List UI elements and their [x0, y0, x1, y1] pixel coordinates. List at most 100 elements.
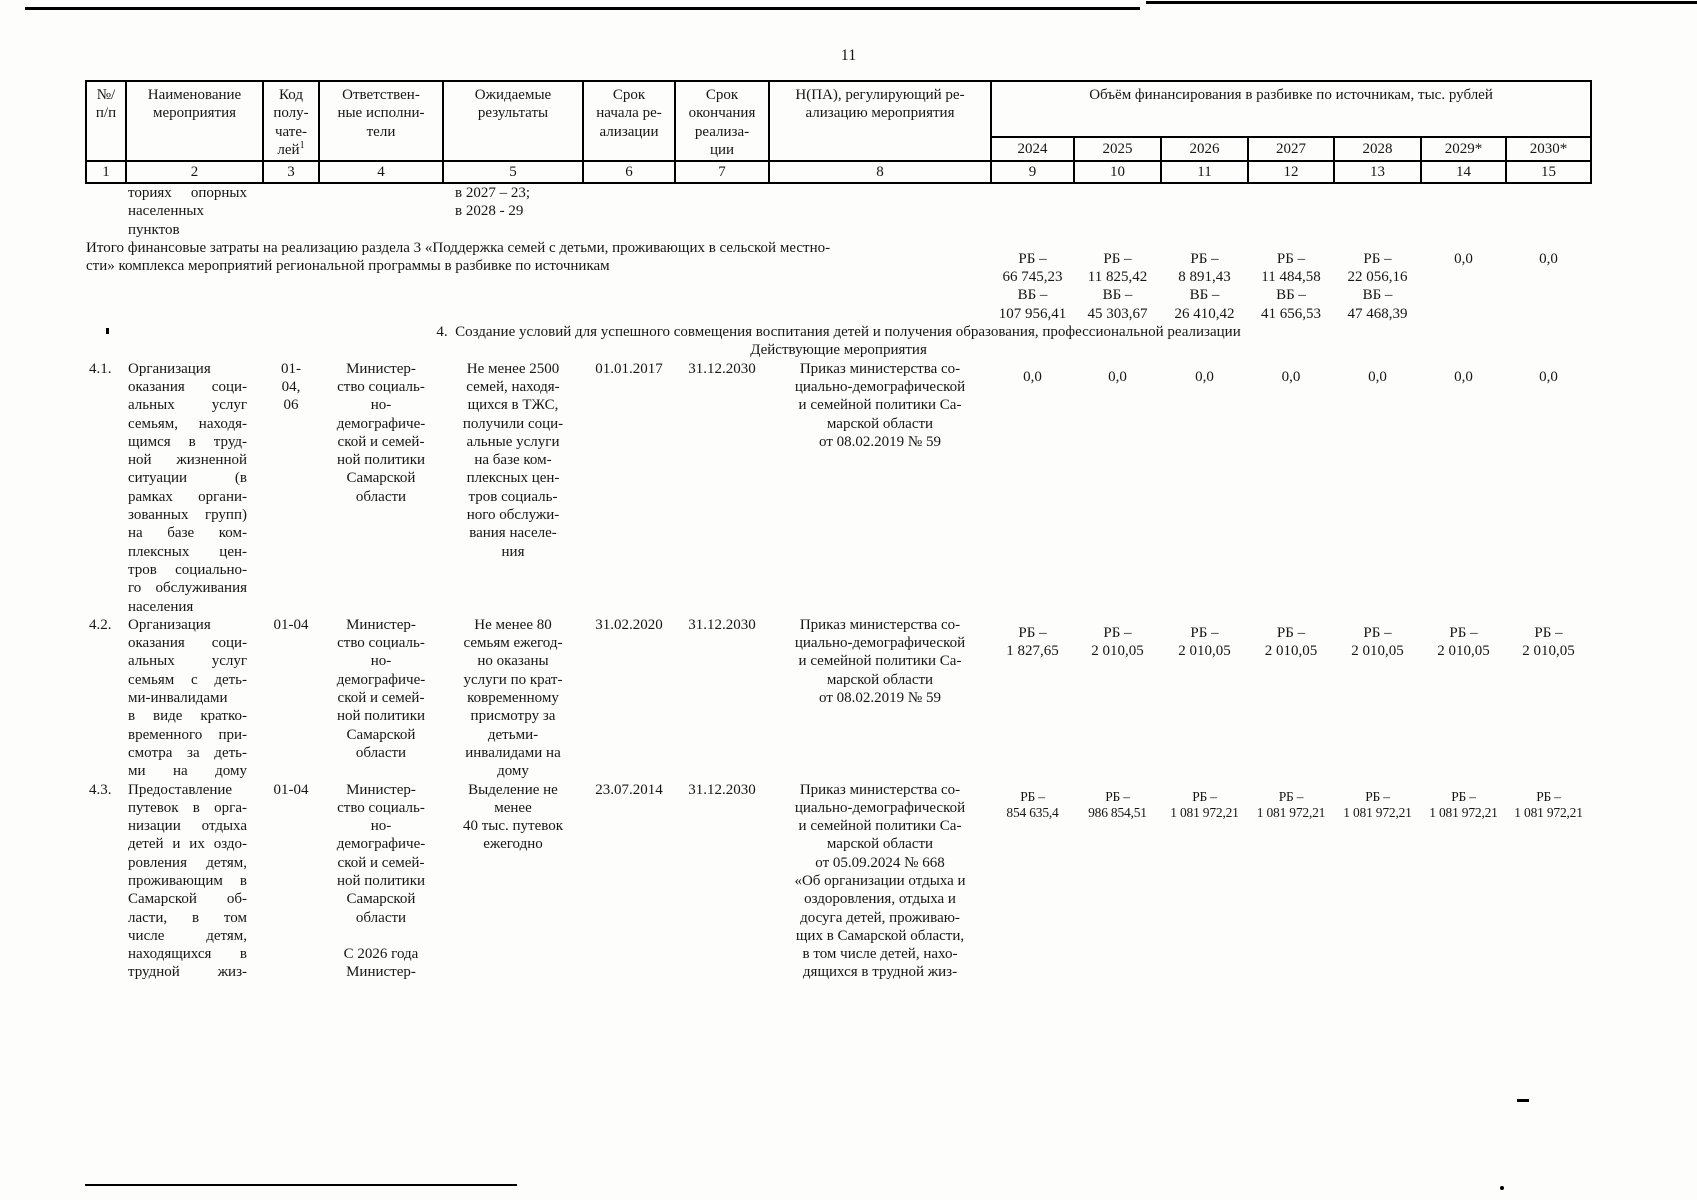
header-col-number: №/ п/п: [85, 80, 127, 162]
cell-amount: РБ – 2 010,05: [1351, 624, 1404, 660]
table-row-carryover: ториях опорных населенных пунктов в 2027…: [86, 183, 1591, 239]
header-col-start-date: Срок начала ре- ализации: [582, 80, 676, 162]
header-year: 2027: [1247, 136, 1335, 162]
table-row-item-4-2: 4.2. Организация оказания соци- альных у…: [86, 616, 1591, 781]
cell-start-date: 31.02.2020: [595, 616, 663, 633]
cell-executors: [319, 183, 443, 239]
header-colnum: 11: [1160, 160, 1249, 184]
table-row-totals: Итого финансовые затраты на реализацию р…: [86, 239, 1591, 323]
cell-amount: 0,0: [1108, 368, 1127, 385]
section-heading: 4. Создание условий для успешного совмещ…: [436, 324, 1241, 341]
table-row-subsection-heading: Действующие мероприятия: [86, 341, 1591, 359]
footnote-separator-line: [85, 1184, 517, 1186]
header-year: 2028: [1333, 136, 1422, 162]
cell-amount: РБ – 2 010,05: [1264, 624, 1318, 660]
header-title-row: №/ п/п Наименование мероприятия Код полу…: [85, 80, 1593, 162]
scan-artifact-mark: [106, 328, 109, 334]
header-col-expected-results: Ожидаемые результаты: [442, 80, 584, 162]
cell-start-date: 01.01.2017: [595, 360, 663, 377]
cell-amount: 0,0: [1023, 368, 1042, 385]
header-colnum: 12: [1247, 160, 1335, 184]
cell-executors: Министер- ство социаль- но- демографиче-…: [336, 781, 426, 981]
cell-amount: РБ – 2 010,05: [1437, 624, 1490, 660]
cell-measure-name: Предоставление путевок в орга- низации о…: [128, 781, 247, 981]
header-colnum: 1: [85, 160, 127, 184]
cell-number: [86, 183, 126, 239]
cell-expected-results: Не менее 80 семьям ежегод- но оказаны ус…: [463, 616, 563, 780]
cell-number: 4.1.: [89, 360, 112, 377]
cell-npa: Приказ министерства со- циально-демограф…: [794, 360, 966, 450]
header-col-measure-name: Наименование мероприятия: [125, 80, 264, 162]
header-year-row: 2024 2025 2026 2027 2028 2029* 2030*: [86, 136, 1593, 162]
table-row-item-4-1: 4.1. Организация оказания соци- альных у…: [86, 360, 1591, 616]
cell-amount: [1421, 183, 1506, 239]
scan-artifact-line: [25, 7, 1140, 10]
header-year: 2025: [1073, 136, 1162, 162]
scan-artifact-line: [1146, 1, 1697, 4]
cell-amount: 0,0: [1539, 250, 1558, 267]
cell-end-date: 31.12.2030: [688, 360, 756, 377]
header-colnum: 3: [262, 160, 320, 184]
header-col-recipient-code: Код полу- чате- лей1: [262, 80, 320, 162]
header-year: 2026: [1160, 136, 1249, 162]
cell-expected-results: в 2027 – 23; в 2028 - 29: [455, 185, 530, 220]
page-number: 11: [840, 47, 857, 64]
cell-end-date: 31.12.2030: [688, 781, 756, 798]
cell-amount: РБ – 1 081 972,21: [1429, 788, 1498, 820]
cell-measure-name: ториях опорных населенных пунктов: [128, 185, 247, 238]
header-col-npa: Н(ПА), регулирующий ре- ализацию меропри…: [768, 80, 992, 162]
table-row-section-heading: 4. Создание условий для успешного совмещ…: [86, 323, 1591, 341]
header-colnum: 6: [582, 160, 676, 184]
cell-amount: РБ – 11 825,42 ВБ – 45 303,67: [1087, 250, 1148, 322]
cell-end-date: 31.12.2030: [688, 616, 756, 633]
header-colnum: 14: [1420, 160, 1507, 184]
header-colnum: 2: [125, 160, 264, 184]
header-year: 2030*: [1504, 136, 1593, 162]
cell-amount: 0,0: [1454, 368, 1473, 385]
cell-amount: 0,0: [1454, 250, 1473, 267]
cell-amount: РБ – 1 081 972,21: [1343, 788, 1412, 820]
header-colnum: 10: [1073, 160, 1162, 184]
cell-recipient-code: 01-04: [273, 616, 309, 633]
header-colnum: 4: [318, 160, 444, 184]
header-colnum: 15: [1504, 160, 1593, 184]
cell-npa: Приказ министерства со- циально-демограф…: [794, 616, 966, 707]
table-row-item-4-3: 4.3. Предоставление путевок в орга- низа…: [86, 781, 1591, 982]
cell-amount: 0,0: [1281, 368, 1301, 385]
cell-number: 4.2.: [89, 616, 112, 633]
cell-amount: [1506, 183, 1591, 239]
cell-amount: РБ – 854 635,4: [1006, 788, 1059, 820]
cell-measure-name: Организация оказания соци- альных услуг …: [128, 616, 247, 780]
cell-amount: РБ – 22 056,16 ВБ – 47 468,39: [1347, 250, 1408, 322]
cell-amount: [1248, 183, 1334, 239]
cell-recipient-code: 01-04: [273, 781, 309, 798]
cell-executors: Министер- ство социаль- но- демографиче-…: [336, 616, 426, 761]
header-colnum-row: 1 2 3 4 5 6 7 8 9 10 11 12 13 14 15: [85, 160, 1593, 184]
subsection-heading: Действующие мероприятия: [750, 342, 927, 359]
cell-amount: РБ – 1 081 972,21: [1514, 788, 1583, 820]
header-year: 2024: [990, 136, 1075, 162]
cell-npa: Приказ министерства со- циально-демограф…: [794, 781, 966, 981]
cell-start-date: 23.07.2014: [595, 781, 663, 798]
header-financing-group: Объём финансирования в разбивке по источ…: [989, 80, 1593, 138]
cell-measure-name: Организация оказания соци- альных услуг …: [128, 360, 247, 615]
cell-amount: 0,0: [1539, 368, 1558, 385]
cell-recipient-code: 01- 04, 06: [281, 360, 301, 414]
cell-number: 4.3.: [89, 781, 112, 798]
header-col-recipient-code-label: Код полу- чате- лей: [273, 87, 309, 158]
cell-amount: РБ – 2 010,05: [1091, 624, 1144, 660]
header-colnum: 8: [768, 160, 992, 184]
cell-amount: [1334, 183, 1421, 239]
cell-amount: 0,0: [1195, 368, 1214, 385]
cell-amount: [1074, 183, 1161, 239]
header-col-executors: Ответствен- ные исполни- тели: [318, 80, 444, 162]
header-colnum: 7: [674, 160, 770, 184]
cell-amount: РБ – 1 081 972,21: [1256, 788, 1326, 820]
cell-amount: РБ – 986 854,51: [1088, 788, 1147, 820]
financing-table: №/ п/п Наименование мероприятия Код полу…: [85, 80, 1593, 982]
cell-amount: [991, 183, 1074, 239]
cell-amount: [1161, 183, 1248, 239]
cell-amount: РБ – 2 010,05: [1522, 624, 1575, 660]
cell-amount: РБ – 11 484,58 ВБ – 41 656,53: [1261, 250, 1321, 322]
cell-totals-text: Итого финансовые затраты на реализацию р…: [86, 239, 831, 275]
